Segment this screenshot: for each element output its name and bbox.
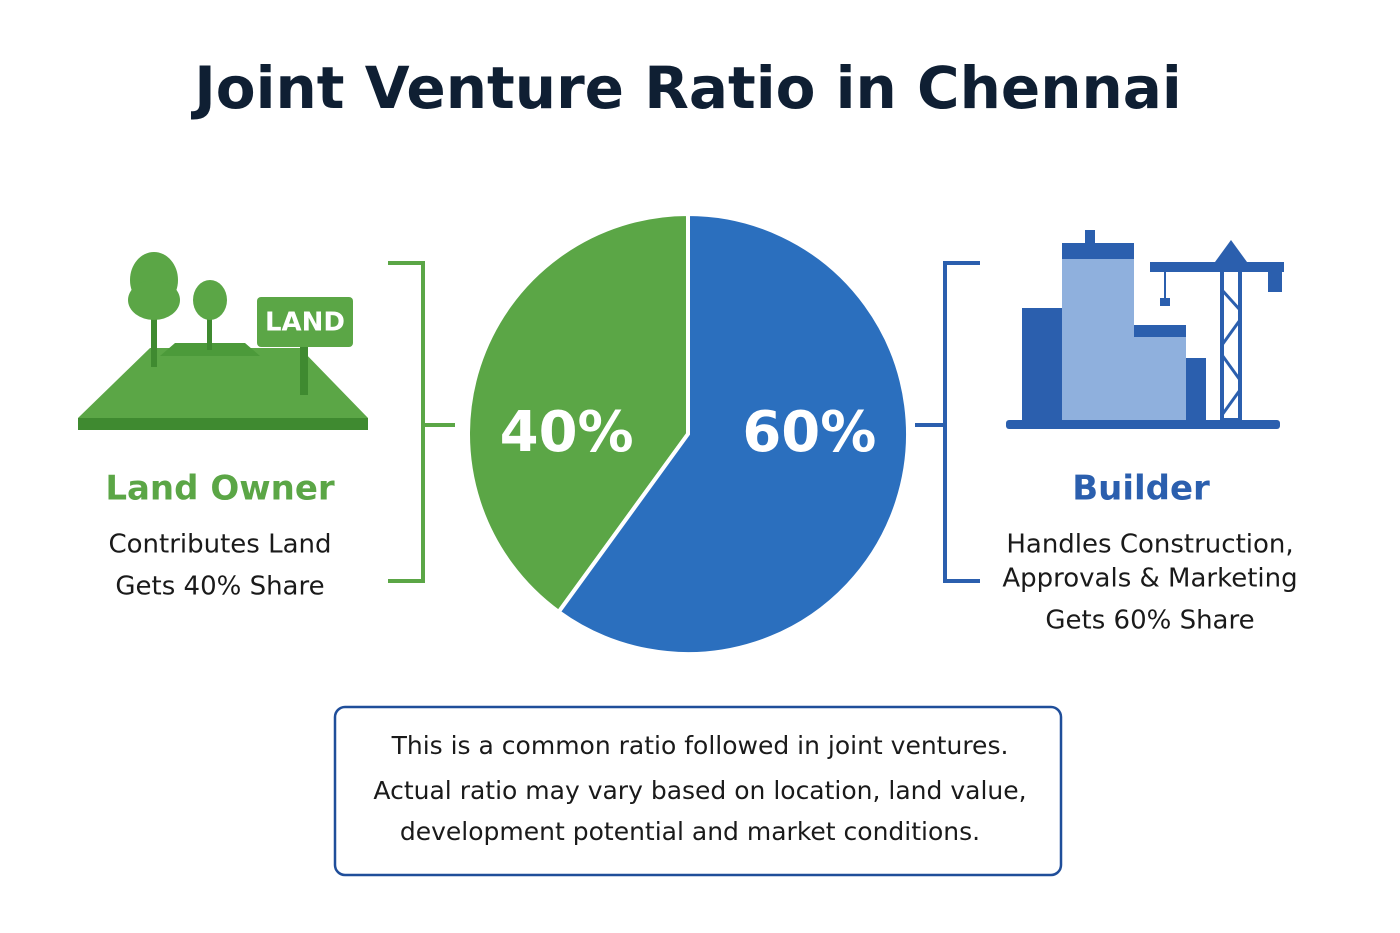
description: Handles Construction, bbox=[1006, 530, 1293, 560]
pie-slice bbox=[555, 211, 910, 656]
chart-title: Joint Venture Ratio in Chennai bbox=[190, 54, 1182, 122]
land-icon bbox=[78, 252, 368, 430]
note-line: Actual ratio may vary based on location,… bbox=[373, 776, 1026, 805]
right-bracket bbox=[915, 261, 980, 583]
description: Gets 60% Share bbox=[1045, 606, 1254, 636]
description: Gets 40% Share bbox=[115, 572, 324, 602]
value-label: 40% bbox=[500, 400, 634, 465]
category-label: Land Owner bbox=[105, 469, 335, 509]
note-line: development potential and market conditi… bbox=[400, 817, 980, 846]
sign-text: LAND bbox=[265, 308, 345, 338]
note-line: This is a common ratio followed in joint… bbox=[391, 731, 1009, 760]
left-bracket bbox=[388, 261, 455, 583]
description: Contributes Land bbox=[108, 530, 331, 560]
builder-icon bbox=[1006, 230, 1284, 429]
category-label: Builder bbox=[1072, 469, 1210, 509]
description: Approvals & Marketing bbox=[1002, 564, 1297, 594]
pie-slice bbox=[466, 211, 690, 615]
value-label: 60% bbox=[742, 400, 876, 465]
note-box bbox=[333, 705, 1063, 877]
